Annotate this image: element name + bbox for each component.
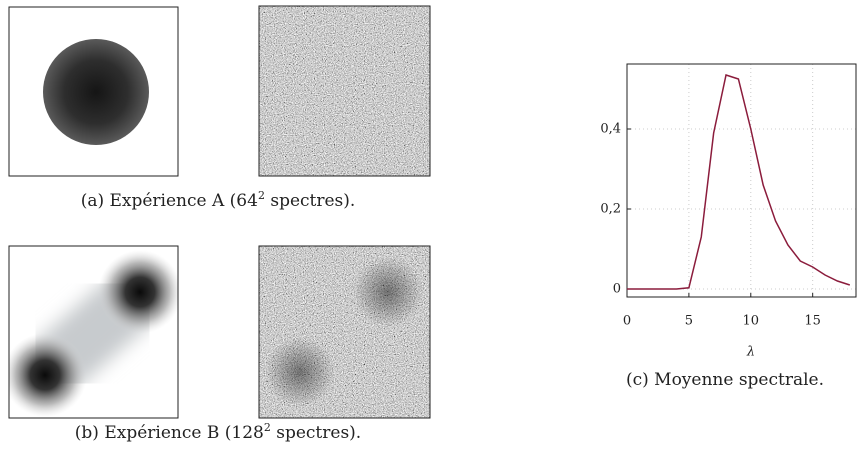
image-a-truth <box>8 6 179 177</box>
caption-c: (c) Moyenne spectrale. <box>626 370 824 390</box>
caption-text: (b) Expérience B (128 <box>75 423 264 443</box>
caption-text: (a) Expérience A (64 <box>81 191 258 211</box>
caption-sup: 2 <box>258 189 265 202</box>
image-b-noisy <box>258 245 431 419</box>
x-tick-label: 15 <box>804 314 821 329</box>
caption-text: spectres). <box>265 191 355 211</box>
caption-b: (b) Expérience B (1282 spectres). <box>75 421 361 443</box>
image-a-noisy <box>258 5 431 177</box>
caption-a: (a) Expérience A (642 spectres). <box>81 189 356 211</box>
x-tick-label: 0 <box>623 314 631 329</box>
y-tick-label: 0,4 <box>600 122 621 137</box>
caption-text: spectres). <box>271 423 361 443</box>
data-line <box>627 74 851 290</box>
plot-frame <box>626 63 857 298</box>
caption-sup: 2 <box>264 421 271 434</box>
x-tick-label: 5 <box>685 314 693 329</box>
x-axis-label: λ <box>746 345 755 360</box>
y-tick-label: 0 <box>613 282 621 297</box>
image-b-truth <box>8 245 179 419</box>
x-tick-label: 10 <box>743 314 760 329</box>
y-tick-label: 0,2 <box>600 202 621 217</box>
